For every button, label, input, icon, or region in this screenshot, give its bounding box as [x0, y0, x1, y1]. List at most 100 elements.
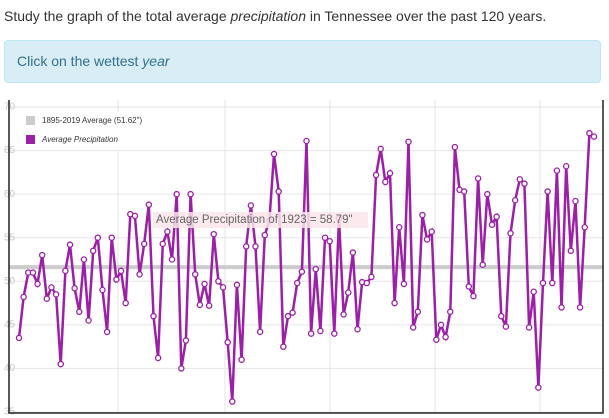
data-point[interactable]	[205, 302, 213, 309]
data-point[interactable]	[326, 237, 333, 245]
data-point[interactable]	[567, 247, 575, 255]
data-point[interactable]	[372, 171, 380, 179]
data-point[interactable]	[38, 251, 46, 259]
data-point[interactable]	[256, 328, 264, 336]
data-point[interactable]	[219, 284, 227, 291]
data-point[interactable]	[535, 384, 542, 391]
data-point[interactable]	[252, 243, 259, 250]
data-point[interactable]	[289, 309, 296, 316]
data-point[interactable]	[187, 190, 194, 198]
data-point[interactable]	[191, 271, 199, 278]
data-point[interactable]	[405, 138, 412, 146]
data-point[interactable]	[382, 178, 389, 186]
data-point[interactable]	[15, 334, 23, 342]
data-point[interactable]	[201, 280, 208, 288]
data-point[interactable]	[80, 256, 88, 263]
data-point[interactable]	[562, 163, 570, 170]
data-point[interactable]	[122, 299, 129, 307]
data-point[interactable]	[117, 267, 125, 275]
data-point[interactable]	[178, 365, 185, 372]
data-point[interactable]	[229, 398, 236, 405]
data-point[interactable]	[558, 304, 565, 311]
data-point[interactable]	[576, 304, 584, 311]
data-point[interactable]	[354, 325, 361, 333]
data-point[interactable]	[516, 176, 524, 183]
data-point[interactable]	[572, 197, 579, 205]
data-point[interactable]	[446, 308, 454, 316]
data-point[interactable]	[349, 249, 357, 256]
data-point[interactable]	[233, 281, 241, 289]
data-point[interactable]	[298, 268, 306, 275]
data-point[interactable]	[549, 279, 556, 287]
data-point[interactable]	[428, 228, 435, 235]
data-point[interactable]	[391, 299, 398, 307]
data-point[interactable]	[261, 231, 269, 239]
data-point[interactable]	[321, 234, 329, 241]
data-point[interactable]	[423, 236, 431, 243]
data-point[interactable]	[465, 283, 473, 290]
data-point[interactable]	[586, 129, 593, 137]
data-point[interactable]	[275, 188, 282, 195]
data-point[interactable]	[377, 145, 384, 153]
data-point[interactable]	[150, 312, 157, 320]
data-point[interactable]	[34, 280, 41, 288]
data-point[interactable]	[247, 202, 255, 209]
data-point[interactable]	[62, 267, 69, 275]
data-point[interactable]	[363, 279, 371, 287]
data-point[interactable]	[553, 167, 561, 174]
data-point[interactable]	[470, 292, 477, 300]
data-point[interactable]	[140, 240, 148, 248]
data-point[interactable]	[196, 301, 204, 309]
data-point[interactable]	[544, 188, 551, 195]
data-point[interactable]	[168, 256, 176, 263]
data-point[interactable]	[20, 293, 27, 301]
data-point[interactable]	[145, 201, 153, 208]
data-point[interactable]	[103, 328, 111, 336]
data-point[interactable]	[581, 224, 588, 231]
data-point[interactable]	[395, 224, 403, 231]
data-point[interactable]	[539, 279, 547, 287]
data-point[interactable]	[29, 269, 37, 276]
data-point[interactable]	[89, 247, 97, 255]
data-point[interactable]	[507, 230, 514, 237]
data-point[interactable]	[344, 289, 352, 296]
data-point[interactable]	[317, 327, 324, 335]
data-point[interactable]	[590, 133, 598, 140]
data-point[interactable]	[303, 137, 310, 145]
data-point[interactable]	[511, 196, 519, 204]
data-point[interactable]	[437, 321, 445, 329]
data-point[interactable]	[284, 312, 292, 320]
data-point[interactable]	[85, 317, 92, 324]
data-point[interactable]	[224, 339, 231, 346]
data-point[interactable]	[238, 356, 245, 363]
data-point[interactable]	[484, 190, 491, 198]
data-point[interactable]	[293, 279, 301, 287]
data-point[interactable]	[525, 324, 533, 331]
data-point[interactable]	[48, 284, 55, 291]
data-point[interactable]	[479, 261, 486, 268]
data-point[interactable]	[71, 285, 78, 292]
data-point[interactable]	[173, 190, 180, 198]
data-point[interactable]	[442, 333, 449, 341]
data-point[interactable]	[400, 280, 408, 288]
data-point[interactable]	[66, 241, 74, 248]
data-point[interactable]	[270, 150, 278, 158]
data-point[interactable]	[521, 180, 528, 187]
data-point[interactable]	[460, 188, 468, 195]
data-point[interactable]	[488, 221, 496, 228]
data-point[interactable]	[331, 330, 338, 337]
data-point[interactable]	[409, 324, 417, 331]
data-point[interactable]	[131, 212, 139, 220]
data-point[interactable]	[242, 243, 250, 250]
data-point[interactable]	[154, 354, 162, 362]
data-point[interactable]	[419, 211, 426, 219]
data-point[interactable]	[386, 169, 394, 177]
data-point[interactable]	[52, 291, 60, 298]
data-point[interactable]	[502, 323, 510, 330]
data-point[interactable]	[312, 265, 320, 273]
data-point[interactable]	[164, 228, 171, 235]
data-point[interactable]	[493, 213, 500, 221]
data-point[interactable]	[136, 271, 143, 278]
data-point[interactable]	[433, 336, 440, 343]
data-point[interactable]	[210, 230, 218, 238]
